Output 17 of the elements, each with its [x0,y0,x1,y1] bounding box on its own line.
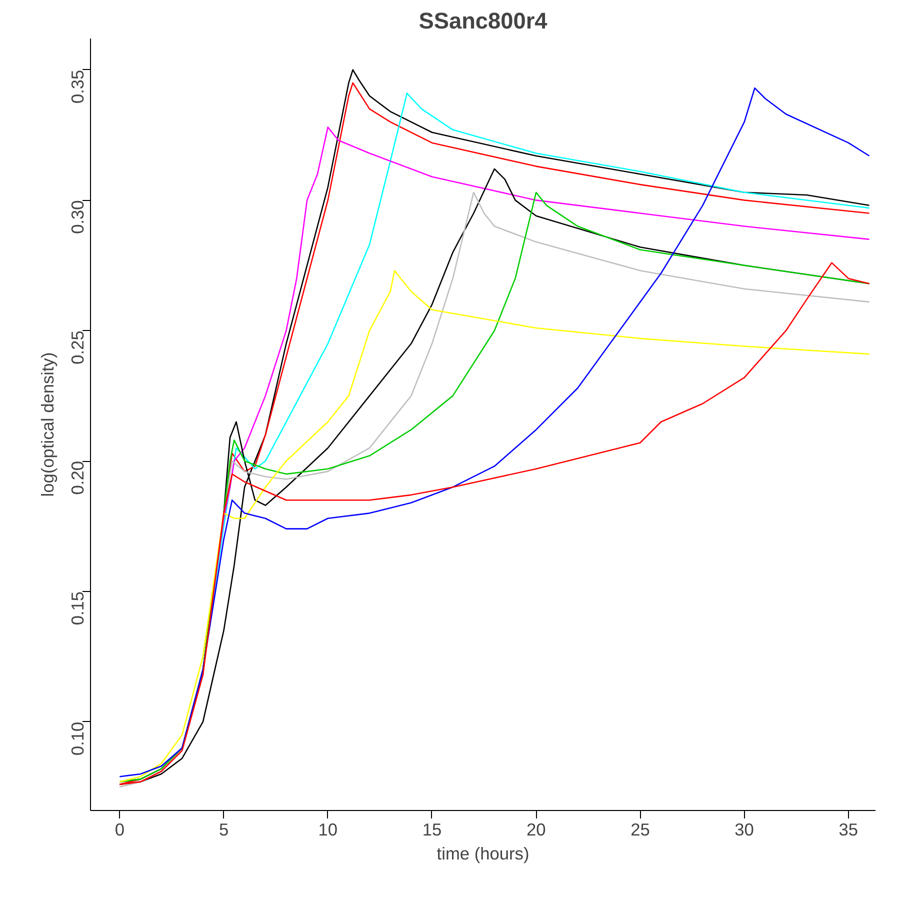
x-tick-label: 30 [734,820,754,840]
x-tick-label: 20 [526,820,546,840]
x-tick-label: 5 [218,820,229,840]
y-tick-label: 0.25 [68,330,88,364]
x-tick-label: 35 [838,820,858,840]
y-tick-label: 0.35 [68,70,88,104]
x-tick-label: 0 [114,820,124,840]
x-tick-label: 10 [318,820,338,840]
y-tick-label: 0.30 [68,200,88,234]
y-tick-label: 0.10 [68,722,88,756]
y-tick-label: 0.15 [68,591,88,626]
x-axis-title: time (hours) [436,844,530,864]
x-tick-label: 25 [630,820,650,840]
y-axis-title: log(optical density) [38,352,58,497]
x-tick-label: 15 [422,820,442,840]
y-tick-label: 0.20 [68,461,88,495]
chart-title: SSanc800r4 [418,8,548,34]
